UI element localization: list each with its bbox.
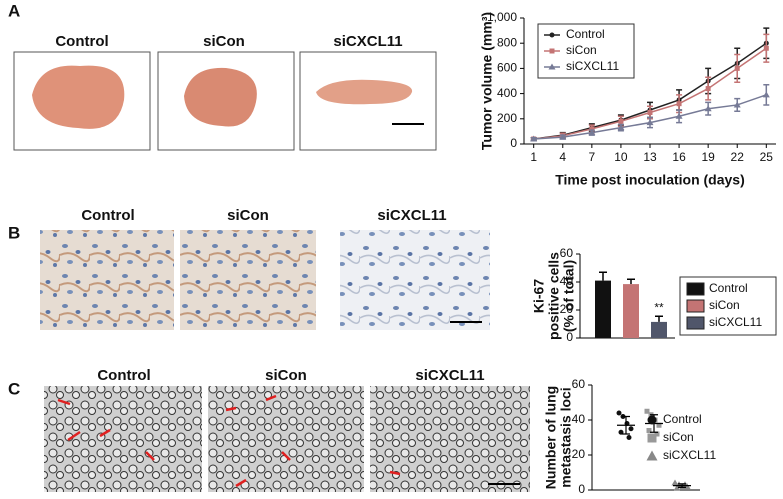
y-axis-label: Number of lung xyxy=(543,386,559,489)
y-axis-label: positive cells xyxy=(546,252,562,340)
x-tick-label: 10 xyxy=(614,150,628,164)
marker xyxy=(647,433,657,443)
marker xyxy=(734,65,740,71)
y-tick-label: 600 xyxy=(497,61,517,75)
x-tick-label: 22 xyxy=(731,150,745,164)
legend-label: siCon xyxy=(663,430,694,444)
marker xyxy=(628,426,634,432)
marker xyxy=(618,118,624,124)
error-bar xyxy=(599,271,607,281)
y-tick-label: 0 xyxy=(510,136,517,150)
image-caption: Control xyxy=(97,367,150,384)
bar xyxy=(623,284,639,338)
legend-label: Control xyxy=(663,412,702,426)
image-caption: siCon xyxy=(203,33,245,50)
y-tick-label: 0 xyxy=(578,482,585,496)
image-caption: siCon xyxy=(227,207,269,224)
panel-label: A xyxy=(8,1,20,20)
legend-swatch xyxy=(686,282,705,296)
marker xyxy=(616,410,622,416)
panel-label: C xyxy=(8,379,20,398)
legend-label: Control xyxy=(566,27,605,41)
legend-swatch xyxy=(686,316,705,330)
marker xyxy=(654,431,660,437)
panel-label: B xyxy=(8,223,20,242)
marker xyxy=(676,101,682,107)
marker xyxy=(762,91,770,98)
y-axis-label: metastasis loci xyxy=(558,387,574,487)
marker xyxy=(647,110,653,115)
marker xyxy=(548,63,556,70)
x-tick-label: 1 xyxy=(530,150,537,164)
marker xyxy=(646,450,658,461)
legend-swatch xyxy=(686,299,705,313)
bar xyxy=(651,321,667,338)
error-bar xyxy=(627,278,635,285)
image-caption: siCXCL11 xyxy=(415,367,484,384)
legend-label: siCXCL11 xyxy=(566,59,619,73)
marker xyxy=(588,129,596,136)
y-axis-label: Tumor volume (mm³) xyxy=(479,12,495,150)
marker xyxy=(647,415,657,425)
legend-label: siCon xyxy=(709,298,740,312)
y-tick-label: 20 xyxy=(560,302,574,316)
annotation: ** xyxy=(654,300,664,314)
y-tick-label: 0 xyxy=(566,330,573,344)
tumor-photos xyxy=(13,51,437,151)
y-axis-label: Ki-67 xyxy=(531,279,547,313)
marker xyxy=(705,86,711,92)
x-tick-label: 25 xyxy=(760,150,774,164)
legend-label: siCXCL11 xyxy=(663,448,716,462)
x-tick-label: 13 xyxy=(643,150,657,164)
legend-label: Control xyxy=(709,281,748,295)
y-tick-label: 800 xyxy=(497,35,517,49)
legend-label: siCon xyxy=(566,43,597,57)
image-caption: Control xyxy=(81,207,134,224)
legend-label: siCXCL11 xyxy=(709,315,762,329)
marker xyxy=(675,112,683,119)
x-tick-label: 7 xyxy=(589,150,596,164)
y-tick-label: 1,000 xyxy=(487,10,517,24)
marker xyxy=(673,484,681,491)
marker xyxy=(549,32,555,38)
marker xyxy=(617,124,625,131)
x-tick-label: 4 xyxy=(559,150,566,164)
marker xyxy=(626,435,632,440)
marker xyxy=(559,133,567,140)
image-caption: Control xyxy=(55,33,108,50)
marker xyxy=(763,45,769,51)
marker xyxy=(644,408,650,414)
marker xyxy=(656,422,662,428)
x-axis-label: Time post inoculation (days) xyxy=(555,172,745,188)
y-tick-label: 20 xyxy=(572,447,586,461)
marker xyxy=(646,428,652,433)
marker xyxy=(549,48,555,54)
marker xyxy=(671,479,679,486)
mean-error xyxy=(673,483,691,488)
image-caption: siCXCL11 xyxy=(377,207,446,224)
marker xyxy=(704,105,712,112)
y-tick-label: 60 xyxy=(572,377,586,391)
lung-photos xyxy=(44,386,530,492)
y-axis-label: (% of total) xyxy=(561,260,577,332)
image-caption: siCon xyxy=(265,367,307,384)
y-tick-label: 400 xyxy=(497,86,517,100)
y-tick-label: 60 xyxy=(560,246,574,260)
marker xyxy=(733,101,741,108)
x-tick-label: 19 xyxy=(701,150,715,164)
y-tick-label: 40 xyxy=(572,412,586,426)
marker xyxy=(589,126,595,132)
marker xyxy=(530,135,538,142)
y-tick-label: 200 xyxy=(497,111,517,125)
marker xyxy=(646,119,654,126)
error-bar xyxy=(655,315,663,322)
y-tick-label: 40 xyxy=(560,274,574,288)
x-tick-label: 16 xyxy=(672,150,686,164)
bar xyxy=(595,280,611,338)
image-caption: siCXCL11 xyxy=(333,33,402,50)
mean-error xyxy=(617,415,635,435)
ihc-photos xyxy=(40,230,490,330)
